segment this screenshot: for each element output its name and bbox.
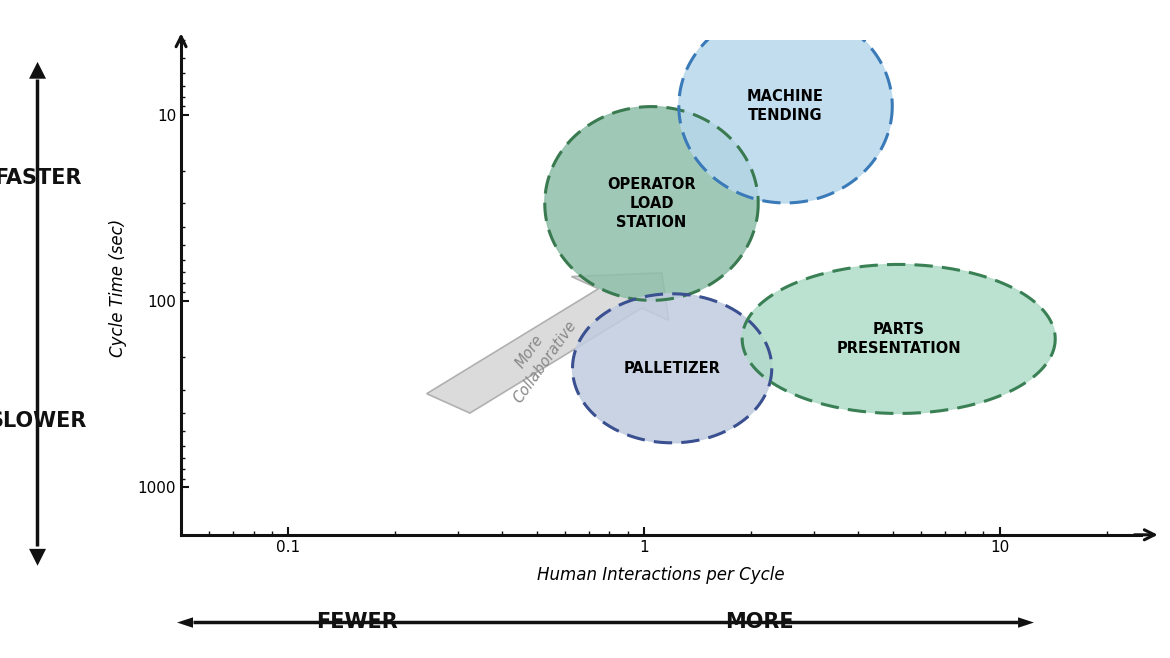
X-axis label: Human Interactions per Cycle: Human Interactions per Cycle [537, 566, 785, 584]
Text: ▲: ▲ [29, 59, 46, 79]
Text: More
Collaborative: More Collaborative [495, 307, 579, 406]
Text: FASTER: FASTER [0, 168, 81, 188]
Y-axis label: Cycle Time (sec): Cycle Time (sec) [109, 218, 126, 357]
Text: ▼: ▼ [29, 546, 46, 566]
Polygon shape [572, 293, 772, 443]
Text: MORE: MORE [725, 612, 794, 632]
Polygon shape [679, 9, 893, 203]
Text: ►: ► [1018, 612, 1034, 632]
Text: OPERATOR
LOAD
STATION: OPERATOR LOAD STATION [607, 177, 696, 230]
Text: MACHINE
TENDING: MACHINE TENDING [748, 89, 824, 123]
Polygon shape [427, 273, 669, 413]
Polygon shape [742, 265, 1055, 413]
Text: SLOWER: SLOWER [0, 411, 87, 431]
Text: PARTS
PRESENTATION: PARTS PRESENTATION [837, 322, 961, 356]
Text: ◄: ◄ [177, 612, 193, 632]
Text: FEWER: FEWER [316, 612, 398, 632]
Text: PALLETIZER: PALLETIZER [624, 361, 721, 376]
Polygon shape [545, 107, 758, 300]
